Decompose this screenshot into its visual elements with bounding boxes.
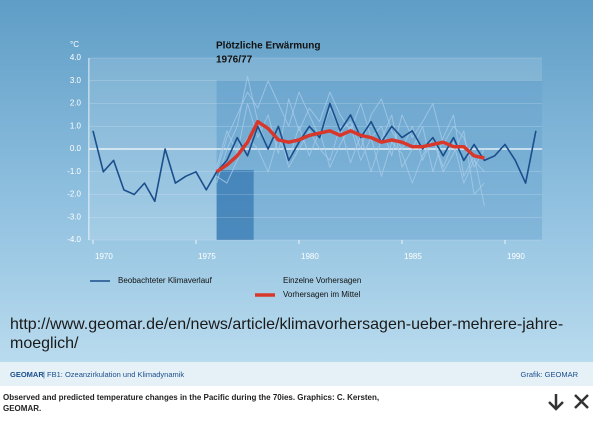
shaded-period	[216, 80, 543, 240]
series-line	[92, 102, 537, 203]
y-tick-label: 2.0	[70, 99, 82, 108]
y-tick-label: -1.0	[67, 167, 81, 176]
x-tick-label: 1980	[301, 252, 319, 261]
y-tick-label: 3.0	[70, 76, 82, 85]
legend-label: Einzelne Vorhersagen	[283, 276, 361, 285]
x-tick-label: 1990	[507, 252, 525, 261]
y-tick-label: 1.0	[70, 121, 82, 130]
legend-label: Vorhersagen im Mittel	[283, 290, 361, 299]
annotation: Plötzliche Erwärmung	[216, 41, 320, 52]
caption: Observed and predicted temperature chang…	[3, 393, 379, 402]
x-tick-label: 1970	[95, 252, 113, 261]
y-tick-label: -2.0	[67, 190, 81, 199]
annotation: 1976/77	[216, 55, 253, 66]
x-tick-label: 1975	[198, 252, 216, 261]
y-tick-label: -4.0	[67, 235, 81, 244]
legend-label: Beobachteter Klimaverlauf	[118, 276, 213, 285]
series-line	[216, 125, 485, 195]
background	[0, 0, 593, 362]
highlight-period	[216, 170, 254, 240]
x-tick-label: 1985	[404, 252, 422, 261]
y-unit: °C	[70, 40, 79, 49]
url-text: http://www.geomar.de/en/news/article/kli…	[10, 316, 563, 333]
y-tick-label: 0.0	[70, 144, 82, 153]
footer-bar	[0, 362, 593, 386]
y-tick-label: -3.0	[67, 212, 81, 221]
footer-brand: GEOMAR	[10, 370, 44, 379]
y-tick-label: 4.0	[70, 53, 82, 62]
close-button[interactable]	[574, 394, 589, 409]
url-text: moeglich/	[10, 335, 79, 352]
footer-credit: Grafik: GEOMAR	[520, 370, 578, 379]
footer-department: | FB1: Ozeanzirkulation und Klimadynamik	[43, 370, 184, 379]
series-line	[216, 80, 485, 184]
caption: GEOMAR.	[3, 404, 41, 413]
download-button[interactable]	[548, 394, 564, 411]
series-line	[215, 119, 485, 174]
